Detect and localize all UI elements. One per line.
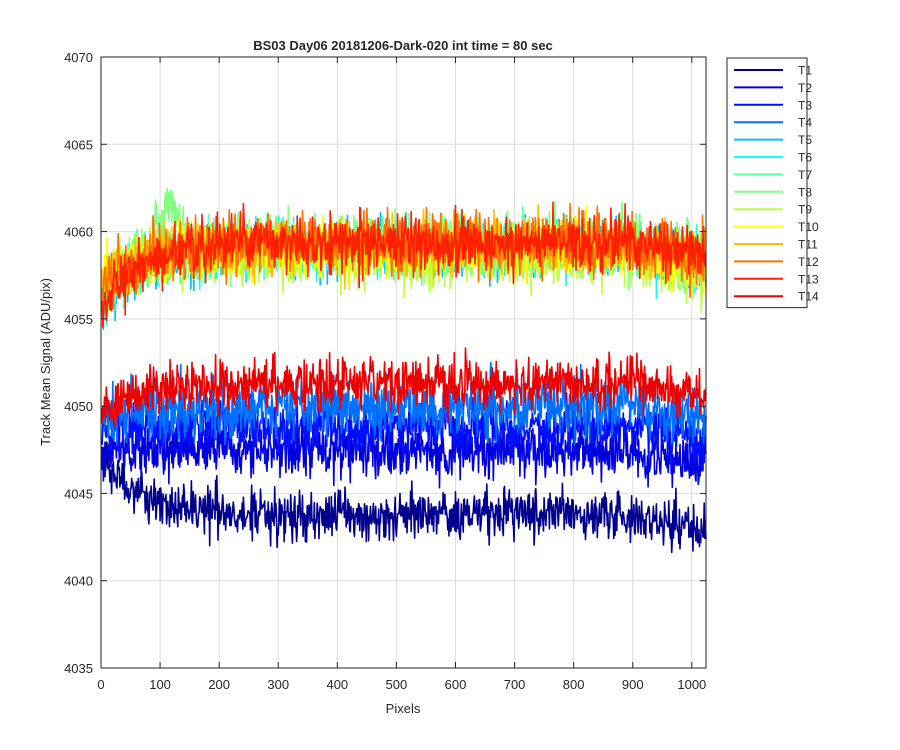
series-lines	[100, 187, 707, 554]
x-axis-label: Pixels	[386, 701, 421, 716]
y-tick-label: 4060	[64, 225, 93, 240]
y-axis-label: Track Mean Signal (ADU/pix)	[38, 278, 53, 446]
series-line-T2	[100, 413, 707, 489]
legend-label: T3	[798, 98, 812, 112]
legend: T1 T2 T3 T4 T5 T6 T7 T8 T9 T10 T11 T12 T13 T14	[726, 57, 819, 309]
chart-title: BS03 Day06 20181206-Dark-020 int time = …	[253, 38, 553, 53]
series-line-T13	[100, 201, 707, 328]
x-tick-label: 400	[326, 677, 348, 692]
series-line-T14	[100, 347, 707, 428]
legend-label: T11	[798, 238, 818, 252]
y-tick-label: 4070	[64, 50, 93, 65]
y-tick-label: 4050	[64, 399, 93, 414]
legend-box	[726, 57, 808, 309]
x-tick-label: 100	[149, 677, 171, 692]
legend-label: T13	[798, 272, 819, 286]
x-tick-label: 500	[386, 677, 408, 692]
x-axis: 0 100 200 300 400 500 600 700 800 900 1000	[97, 57, 706, 692]
x-tick-label: 300	[267, 677, 289, 692]
plot-area: 0 100 200 300 400 500 600 700 800 900 1000 4035 404…	[64, 50, 707, 692]
grid	[101, 57, 706, 668]
x-tick-label: 800	[563, 677, 585, 692]
x-tick-label: 700	[504, 677, 526, 692]
legend-label: T14	[798, 290, 819, 304]
legend-label: T5	[798, 133, 812, 147]
y-tick-label: 4040	[64, 574, 93, 589]
x-tick-label: 0	[97, 677, 104, 692]
x-tick-label: 1000	[677, 677, 706, 692]
x-tick-label: 600	[445, 677, 467, 692]
x-tick-label: 200	[208, 677, 230, 692]
legend-label: T1	[798, 64, 812, 78]
legend-label: T12	[798, 255, 819, 269]
y-tick-label: 4065	[64, 137, 93, 152]
legend-label: T10	[798, 220, 819, 234]
y-axis: 4035 4040 4045 4050 4055 4060 4065 4070	[64, 50, 706, 676]
series-line-T1	[100, 441, 707, 554]
y-tick-label: 4045	[64, 486, 93, 501]
legend-label: T7	[798, 168, 812, 182]
legend-label: T4	[798, 116, 812, 130]
x-tick-label: 900	[622, 677, 644, 692]
legend-label: T2	[798, 81, 812, 95]
y-tick-label: 4035	[64, 661, 93, 676]
axes-box	[100, 56, 707, 669]
legend-label: T8	[798, 185, 812, 199]
y-tick-label: 4055	[64, 312, 93, 327]
legend-label: T6	[798, 151, 812, 165]
legend-label: T9	[798, 203, 812, 217]
